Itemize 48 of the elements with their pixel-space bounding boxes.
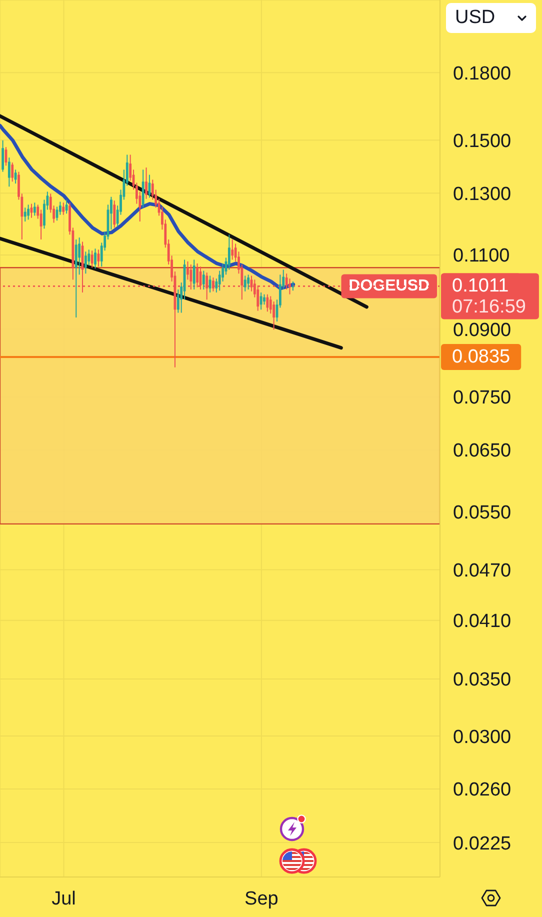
candlestick [247,274,250,290]
candlestick [11,162,14,182]
candlestick [244,275,246,292]
ref-line-label: 0.1011 [452,276,509,297]
y-tick-label: 0.0300 [453,726,512,748]
x-tick-label: Jul [52,888,76,910]
x-tick-label: Sep [244,888,278,910]
candlestick [266,294,269,312]
annotation: DOGEUSD [348,278,430,295]
candlestick [8,157,10,188]
y-tick-label: 0.0410 [453,611,512,632]
candlestick [263,294,266,306]
y-tick-label: 0.0350 [453,670,512,691]
candlestick [33,202,36,216]
y-tick-label: 0.0650 [453,440,512,462]
candlestick [202,270,205,290]
candlestick [27,204,30,220]
candlestick [24,207,26,222]
candlestick [231,238,234,260]
y-tick-label: 0.1300 [453,184,512,205]
candlestick [94,248,96,270]
candlestick [90,250,94,268]
candlestick [142,169,144,208]
candlestick [292,280,294,292]
y-tick-label: 0.0225 [453,833,512,854]
candlestick [84,251,87,274]
candlestick [260,292,262,310]
candlestick [192,259,196,290]
y-axis-title: USD [455,7,496,29]
y-tick-label: 0.1800 [453,63,512,84]
y-tick-label: 0.1100 [453,246,510,267]
candlestick [74,238,78,318]
y-tick-label: 0.0550 [453,502,512,524]
candlestick [228,234,230,270]
text: 07:16:59 [452,296,526,318]
ref-line-label: 0.0835 [452,346,510,368]
candlestick [62,202,65,216]
y-tick-label: 0.0260 [453,780,512,801]
candlestick [65,199,68,214]
y-tick-label: 0.0900 [453,320,512,341]
y-tick-label: 0.0470 [453,560,512,582]
y-tick-label: 0.0750 [453,388,512,409]
candlestick [145,167,148,200]
currency-dropdown: USD [446,3,536,33]
y-tick-label: 0.1500 [453,130,512,152]
candlestick [97,249,100,268]
candlestick [2,140,4,172]
candlestick [113,200,116,228]
